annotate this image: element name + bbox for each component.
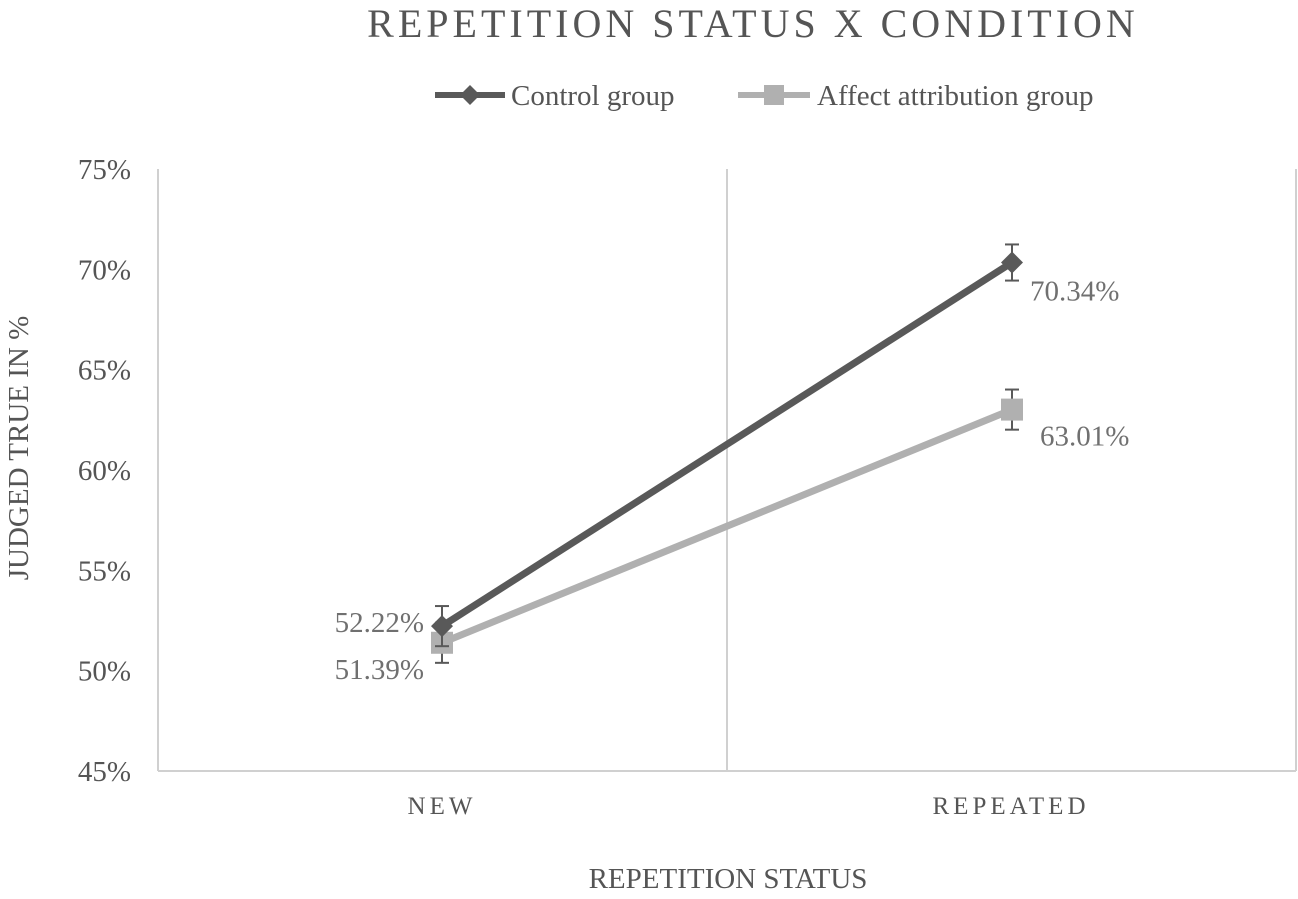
plot-area [157, 169, 1297, 772]
y-axis-ticks: 45% 50% 55% 60% 65% 70% 75% [78, 154, 131, 788]
data-point-control [431, 615, 453, 638]
data-label-affect: 51.39% [335, 654, 424, 686]
data-point-affect [1001, 398, 1023, 421]
chart-title: REPETITION STATUS X CONDITION [367, 1, 1139, 46]
legend-label-affect: Affect attribution group [817, 80, 1094, 112]
legend-marker-control [460, 85, 480, 105]
y-tick-label: 65% [78, 355, 131, 387]
x-category-repeated: REPEATED [933, 793, 1090, 820]
legend-marker-affect [764, 85, 784, 105]
legend-label-control: Control group [511, 80, 675, 112]
y-tick-label: 55% [78, 555, 131, 587]
legend: Control group Affect attribution group [435, 80, 1094, 112]
y-axis-title: JUDGED TRUE IN % [3, 316, 35, 580]
series-line-control [440, 259, 1014, 630]
x-axis-title: REPETITION STATUS [589, 863, 868, 895]
y-tick-label: 75% [78, 154, 131, 186]
data-point-control [1001, 251, 1023, 274]
y-tick-label: 70% [78, 254, 131, 286]
data-label-control: 52.22% [335, 607, 424, 639]
data-label-control: 70.34% [1030, 276, 1119, 308]
y-tick-label: 50% [78, 656, 131, 688]
y-tick-label: 45% [78, 756, 131, 788]
data-label-affect: 63.01% [1040, 421, 1129, 453]
series-layer: 51.39% 63.01% 52.22% 70.34% [335, 243, 1129, 686]
y-tick-label: 60% [78, 455, 131, 487]
x-category-new: NEW [408, 793, 477, 820]
series-line-affect [440, 406, 1014, 647]
